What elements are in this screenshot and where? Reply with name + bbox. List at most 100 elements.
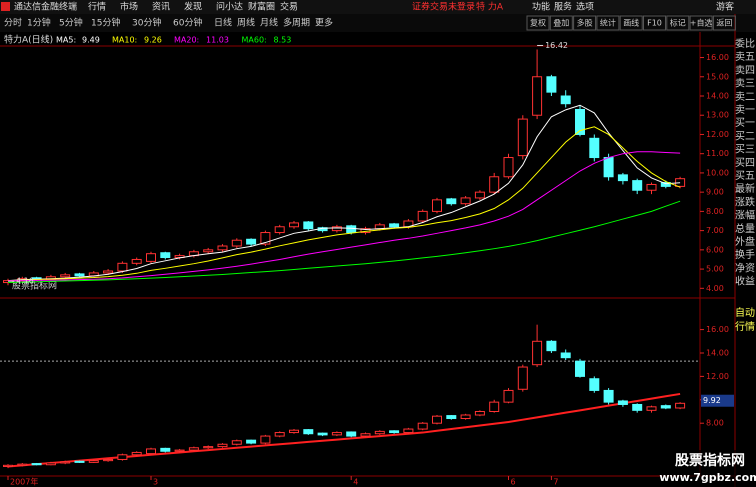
tool-border (689, 15, 713, 31)
tool-border (666, 15, 690, 31)
candle-body (260, 232, 271, 245)
candle-body (274, 226, 285, 234)
tool-border (712, 15, 736, 31)
tool-button[interactable]: +自选 (690, 18, 713, 28)
menu-item[interactable]: 服务 (554, 1, 572, 13)
sidebar-label[interactable]: 卖四 (735, 64, 755, 76)
sidebar-label[interactable]: 涨幅 (735, 209, 755, 222)
tool-button[interactable]: 标记 (670, 18, 686, 28)
candle-body (660, 182, 671, 187)
sidebar-label[interactable]: 卖一 (735, 104, 755, 116)
candle-body (617, 400, 628, 405)
tool-button[interactable]: 叠加 (553, 18, 569, 28)
period-button[interactable]: 多周期 (283, 17, 310, 29)
period-button[interactable]: 日线 (214, 17, 232, 29)
sidebar-label[interactable]: 买三 (735, 144, 755, 156)
watermark-bg (662, 450, 756, 487)
ma-line (8, 151, 681, 282)
y-tick-label: 14.00 (706, 348, 729, 357)
tool-button[interactable]: F10 (647, 19, 662, 28)
period-button[interactable]: 分时 (4, 17, 22, 29)
candle-body (60, 274, 71, 278)
menu-item[interactable]: 选项 (576, 1, 594, 13)
period-button[interactable]: 5分钟 (59, 17, 83, 29)
candle-body (617, 174, 628, 182)
period-button[interactable]: 周线 (237, 17, 255, 29)
legend-name: MA60: (242, 36, 267, 45)
candle-body (160, 447, 171, 452)
sidebar-label[interactable]: 卖五 (735, 51, 755, 63)
tool-border (643, 15, 666, 31)
period-button[interactable]: 30分钟 (132, 17, 161, 29)
x-tick-label: 3 (153, 478, 158, 487)
sidebar-label[interactable]: 委比 (735, 37, 755, 50)
candle-body (603, 157, 614, 178)
candle-body (675, 402, 686, 409)
candle-body (317, 432, 328, 436)
candle-body (432, 415, 442, 424)
candle-body (217, 245, 228, 251)
sidebar-label[interactable]: 买一 (735, 117, 755, 129)
sidebar-label[interactable]: 收益 (735, 275, 755, 288)
menu-item[interactable]: 市场 (120, 1, 138, 13)
sidebar-label[interactable]: 卖三 (735, 78, 755, 90)
sidebar-label[interactable]: 总量 (735, 222, 755, 235)
period-button[interactable]: 1分钟 (27, 17, 51, 29)
sidebar-label[interactable]: 买五 (735, 170, 755, 182)
candle-body (546, 76, 557, 93)
ma-line (7, 104, 681, 282)
y-tick-label: 16.00 (706, 53, 729, 62)
candle-body (646, 183, 657, 191)
candle-body (374, 430, 385, 435)
sidebar-label[interactable]: 行情 (735, 320, 755, 333)
sidebar-label[interactable]: 自动 (735, 306, 755, 319)
menu-item[interactable]: 功能 (532, 1, 550, 13)
candle-body (446, 198, 457, 205)
y-tick-label: 16.00 (706, 325, 729, 334)
candle-body (503, 389, 514, 403)
candle-body (389, 223, 400, 228)
candle-body (489, 176, 500, 193)
period-button[interactable]: 月线 (260, 17, 278, 29)
tool-border (549, 15, 573, 31)
candle-body (460, 414, 471, 420)
legend-name: MA10: (112, 36, 137, 45)
y-tick-label: 11.00 (706, 149, 729, 158)
candle-body (146, 448, 156, 455)
menu-item[interactable]: 交易 (280, 1, 298, 13)
menu-item[interactable]: 资讯 (152, 2, 170, 13)
menu-item[interactable]: 财富圈 (248, 1, 275, 13)
tool-button[interactable]: 复权 (530, 18, 546, 28)
sidebar-label[interactable]: 换手 (735, 248, 755, 261)
menu-item[interactable]: 问小达 (216, 1, 243, 13)
ma-line (7, 200, 681, 284)
ma-line (7, 126, 681, 282)
sidebar-label[interactable]: 最新 (735, 182, 755, 195)
tool-button[interactable]: 多股 (577, 18, 593, 28)
menu-item[interactable]: 发现 (184, 1, 202, 13)
candle-body (474, 191, 485, 199)
sidebar-label[interactable]: 外盘 (735, 235, 755, 248)
period-button[interactable]: 15分钟 (91, 17, 120, 29)
sidebar-label[interactable]: 买二 (735, 130, 755, 142)
candle-body (74, 460, 85, 463)
y-tick-label: 9.00 (706, 188, 724, 197)
candle-body (74, 273, 85, 277)
period-button[interactable]: 更多 (315, 17, 333, 29)
tool-button[interactable]: 统计 (600, 18, 616, 28)
sidebar-label[interactable]: 涨跌 (735, 195, 755, 208)
candle-body (517, 366, 528, 390)
period-button[interactable]: 60分钟 (173, 17, 202, 29)
sidebar-label[interactable]: 买四 (735, 157, 755, 169)
tool-button[interactable]: 画线 (623, 18, 639, 28)
sidebar-label[interactable]: 净资 (735, 261, 755, 274)
candle-body (532, 76, 543, 116)
menu-item[interactable]: 行情 (88, 1, 106, 13)
sidebar-label[interactable]: 卖二 (735, 91, 755, 103)
y-tick-label: 5.00 (706, 265, 724, 274)
candle-body (203, 446, 214, 449)
candle-body (289, 429, 299, 434)
candle-body (432, 199, 442, 212)
tool-button[interactable]: 返回 (716, 19, 732, 28)
x-tick-label: 7 (553, 478, 558, 487)
